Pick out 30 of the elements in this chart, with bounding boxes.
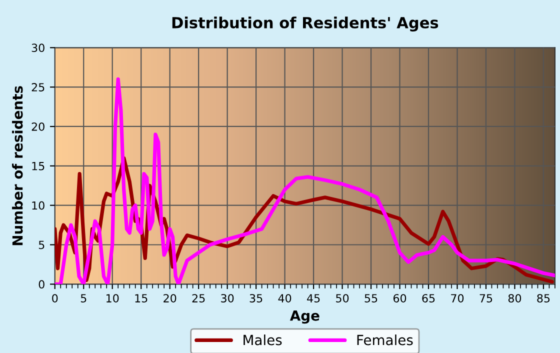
x-tick-label: 60: [393, 294, 406, 302]
x-tick-label: 75: [480, 294, 492, 302]
x-tick-label: 50: [336, 294, 349, 302]
x-tick-label: 70: [451, 294, 464, 302]
y-tick-label: 30: [32, 44, 44, 52]
legend-label: Females: [357, 334, 413, 346]
x-tick-label: 10: [106, 294, 119, 302]
y-tick-label: 20: [32, 122, 44, 131]
y-tick-label: 10: [32, 201, 44, 210]
x-tick-label: 25: [192, 294, 205, 302]
x-tick-label: 20: [164, 294, 176, 302]
x-axis-title: Age: [290, 310, 320, 324]
legend-label: Males: [244, 334, 282, 346]
x-tick-label: 15: [135, 294, 148, 302]
y-tick-label: 15: [32, 162, 44, 170]
x-tick-label: 30: [221, 294, 234, 302]
x-tick-label: 85: [537, 294, 550, 302]
x-tick-label: 55: [364, 294, 378, 302]
x-tick-label: 80: [508, 294, 522, 302]
y-tick-label: 5: [38, 240, 44, 250]
x-tick-label: 35: [250, 294, 262, 302]
x-tick-label: 45: [307, 294, 320, 302]
y-tick-label: 0: [38, 280, 44, 289]
y-tick-label: 25: [32, 83, 44, 92]
chart-title: Distribution of Residents' Ages: [172, 16, 438, 32]
x-tick-label: 5: [80, 294, 86, 302]
x-tick-label: 40: [278, 294, 292, 302]
y-axis-title: Number of residents: [12, 86, 23, 246]
x-tick-label: 65: [422, 294, 435, 302]
x-tick-label: 0: [52, 294, 58, 302]
